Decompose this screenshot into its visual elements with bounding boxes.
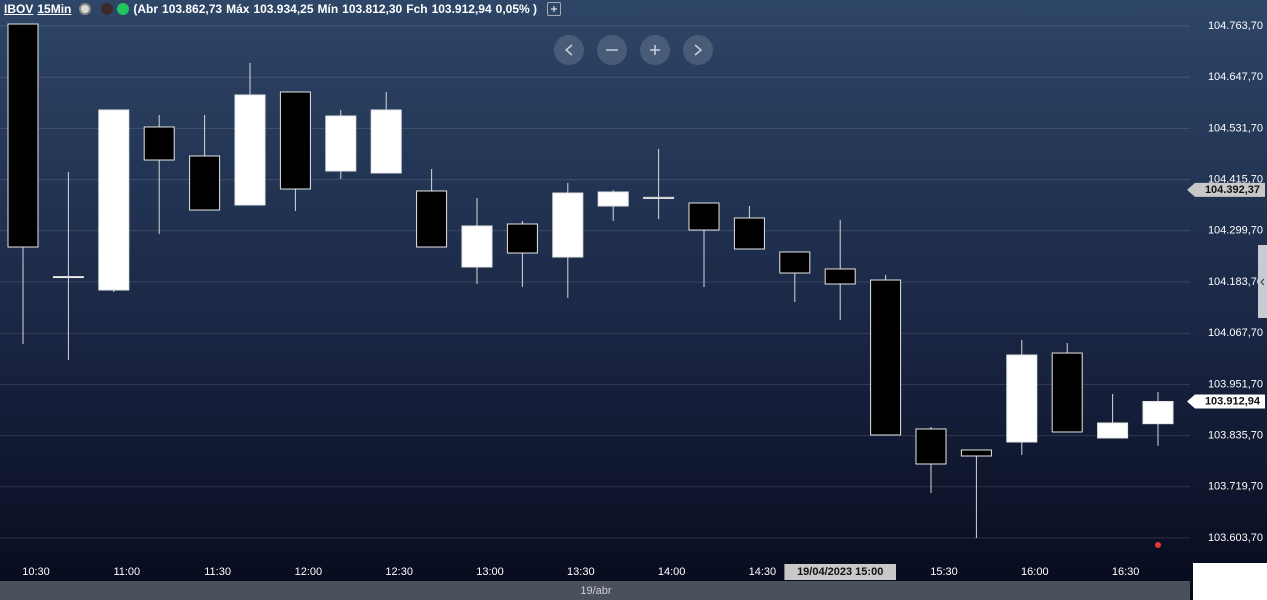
zoom-out-button[interactable] bbox=[597, 35, 627, 65]
candle-body-down bbox=[960, 449, 992, 457]
price-marker bbox=[1187, 182, 1265, 197]
candle-body-down bbox=[416, 190, 448, 248]
crosshair-label-bg bbox=[784, 564, 896, 580]
stat-value: 103.912,94 bbox=[431, 2, 492, 16]
stat-label: Máx bbox=[226, 2, 250, 16]
candle-body-up bbox=[1097, 422, 1129, 439]
candle-body-down bbox=[688, 202, 720, 231]
x-tick-label: 12:00 bbox=[295, 566, 323, 578]
candle-body-down bbox=[279, 91, 311, 190]
date-label: 19/abr bbox=[580, 585, 612, 597]
stat-label: (Abr bbox=[133, 2, 159, 16]
candle-body-down bbox=[733, 217, 765, 250]
x-tick-label: 16:30 bbox=[1112, 566, 1140, 578]
symbol[interactable]: IBOV bbox=[4, 2, 34, 16]
candle-body-down bbox=[143, 126, 175, 161]
candle-body-up bbox=[370, 109, 402, 174]
candle-body-down bbox=[1051, 352, 1083, 433]
x-tick-label: 10:30 bbox=[22, 566, 50, 578]
candle-body-up bbox=[1006, 354, 1038, 443]
scroll-right-button[interactable] bbox=[683, 35, 713, 65]
candle-body-down bbox=[779, 251, 811, 274]
y-tick-label: 103.603,70 bbox=[1208, 532, 1263, 544]
x-tick-label: 14:00 bbox=[658, 566, 686, 578]
y-tick-label: 103.951,70 bbox=[1208, 378, 1263, 390]
candles bbox=[7, 23, 1174, 539]
settings-icon[interactable] bbox=[79, 3, 92, 15]
x-tick-label: 15:30 bbox=[930, 566, 958, 578]
y-tick-label: 104.183,70 bbox=[1208, 276, 1263, 288]
nav-buttons bbox=[554, 35, 713, 65]
candle-body-up bbox=[552, 192, 584, 258]
x-tick-label: 11:30 bbox=[204, 566, 231, 578]
y-tick-label: 104.299,70 bbox=[1208, 225, 1263, 237]
scroll-left-button[interactable] bbox=[554, 35, 584, 65]
candle-body-up bbox=[1142, 401, 1174, 425]
x-tick-label: 11:00 bbox=[113, 566, 140, 578]
candle-body-down bbox=[506, 223, 538, 254]
grid bbox=[0, 25, 1190, 539]
stats: (Abr 103.862,73 Máx 103.934,25 Mín 103.812,30… bbox=[133, 2, 491, 16]
chart-header: IBOV 15Min (Abr 103.862,73 Máx 103.934,25 Mí… bbox=[4, 1, 561, 17]
x-tick-label: 16:00 bbox=[1021, 566, 1049, 578]
candle-body-down bbox=[7, 23, 39, 248]
stat-label: Fch bbox=[406, 2, 428, 16]
corner-box bbox=[1193, 563, 1267, 600]
add-indicator-button[interactable] bbox=[547, 2, 561, 16]
stat-value: 103.862,73 bbox=[162, 2, 223, 16]
y-tick-label: 104.647,70 bbox=[1208, 71, 1263, 83]
crosshair-label: 19/04/2023 15:00 bbox=[797, 566, 883, 578]
side-panel-tab[interactable] bbox=[1258, 245, 1267, 318]
stat-value: 103.812,30 bbox=[342, 2, 403, 16]
stat-value: 103.934,25 bbox=[253, 2, 314, 16]
candle-body-down bbox=[824, 268, 856, 285]
candle-body-down bbox=[189, 155, 221, 211]
candle-body-down bbox=[870, 279, 902, 436]
stat-label: Mín bbox=[317, 2, 339, 16]
candle-body-down bbox=[643, 196, 675, 199]
y-tick-label: 104.763,70 bbox=[1208, 20, 1263, 32]
candle-body-up bbox=[98, 109, 130, 291]
interval[interactable]: 15Min bbox=[37, 2, 72, 16]
price-marker-label: 104.392,37 bbox=[1205, 184, 1260, 196]
plus-icon bbox=[551, 6, 557, 12]
y-tick-label: 104.067,70 bbox=[1208, 327, 1263, 339]
y-tick-label: 104.531,70 bbox=[1208, 122, 1263, 134]
x-tick-label: 13:30 bbox=[567, 566, 595, 578]
price-marker-label: 103.912,94 bbox=[1205, 395, 1261, 407]
date-bar bbox=[0, 581, 1190, 600]
candle-body-up bbox=[597, 191, 629, 207]
status-dot bbox=[1155, 542, 1161, 548]
status-icon bbox=[117, 3, 130, 15]
collapse-icon[interactable] bbox=[101, 3, 114, 15]
candle-body-up bbox=[325, 115, 357, 172]
candle-body-down bbox=[915, 428, 947, 465]
x-tick-label: 14:30 bbox=[749, 566, 777, 578]
candle-body-up bbox=[461, 225, 493, 268]
y-tick-label: 104.415,70 bbox=[1208, 174, 1263, 186]
candle-body-down bbox=[52, 276, 84, 279]
zoom-in-button[interactable] bbox=[640, 35, 670, 65]
x-tick-label: 12:30 bbox=[385, 566, 413, 578]
y-tick-label: 103.835,70 bbox=[1208, 430, 1263, 442]
change: 0,05% ) bbox=[495, 2, 537, 16]
price-marker bbox=[1187, 394, 1265, 409]
axes: 104.763,70 104.647,70 104.531,70 104.415,70… bbox=[22, 20, 1265, 580]
candle-body-up bbox=[234, 94, 266, 206]
x-tick-label: 13:00 bbox=[476, 566, 504, 578]
y-tick-label: 103.719,70 bbox=[1208, 481, 1263, 493]
